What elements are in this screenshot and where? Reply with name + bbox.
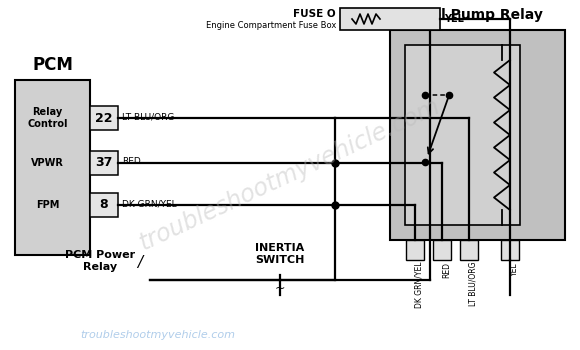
Text: INERTIA
SWITCH: INERTIA SWITCH [255,243,304,265]
Bar [340,8,440,30]
Text: 37: 37 [95,156,113,169]
Bar [90,106,118,130]
Text: 22: 22 [95,112,113,125]
Text: PCM: PCM [32,56,73,74]
Text: Fuel Pump Relay: Fuel Pump Relay [412,8,542,22]
Bar [406,240,424,260]
Text: YEL: YEL [510,262,519,276]
Bar [405,45,520,225]
Text: troubleshootmyvehicle.com: troubleshootmyvehicle.com [80,330,235,340]
Text: 8: 8 [100,198,108,211]
Bar [433,240,451,260]
Bar [90,193,118,217]
Bar [90,151,118,175]
Text: PCM Power
Relay: PCM Power Relay [65,250,135,272]
Text: /: / [137,254,142,270]
Text: YEL: YEL [444,14,464,24]
Bar [501,240,519,260]
Bar [390,30,565,240]
Text: FUSE O: FUSE O [293,9,336,19]
Text: Engine Compartment Fuse Box: Engine Compartment Fuse Box [206,21,336,29]
Text: DK GRN/YEL: DK GRN/YEL [415,262,424,308]
Text: LT BLU/ORG: LT BLU/ORG [122,112,175,121]
Bar [460,240,478,260]
Bar [15,80,90,255]
Text: RED: RED [122,158,141,167]
Text: ~: ~ [275,281,285,294]
Text: LT BLU/ORG: LT BLU/ORG [469,262,478,307]
Text: troubleshootmyvehicle.com: troubleshootmyvehicle.com [136,94,444,256]
Text: DK GRN/YEL: DK GRN/YEL [122,199,177,209]
Text: FPM: FPM [36,200,59,210]
Text: VPWR: VPWR [31,158,64,168]
Text: RED: RED [442,262,451,278]
Text: Relay
Control: Relay Control [27,107,68,129]
